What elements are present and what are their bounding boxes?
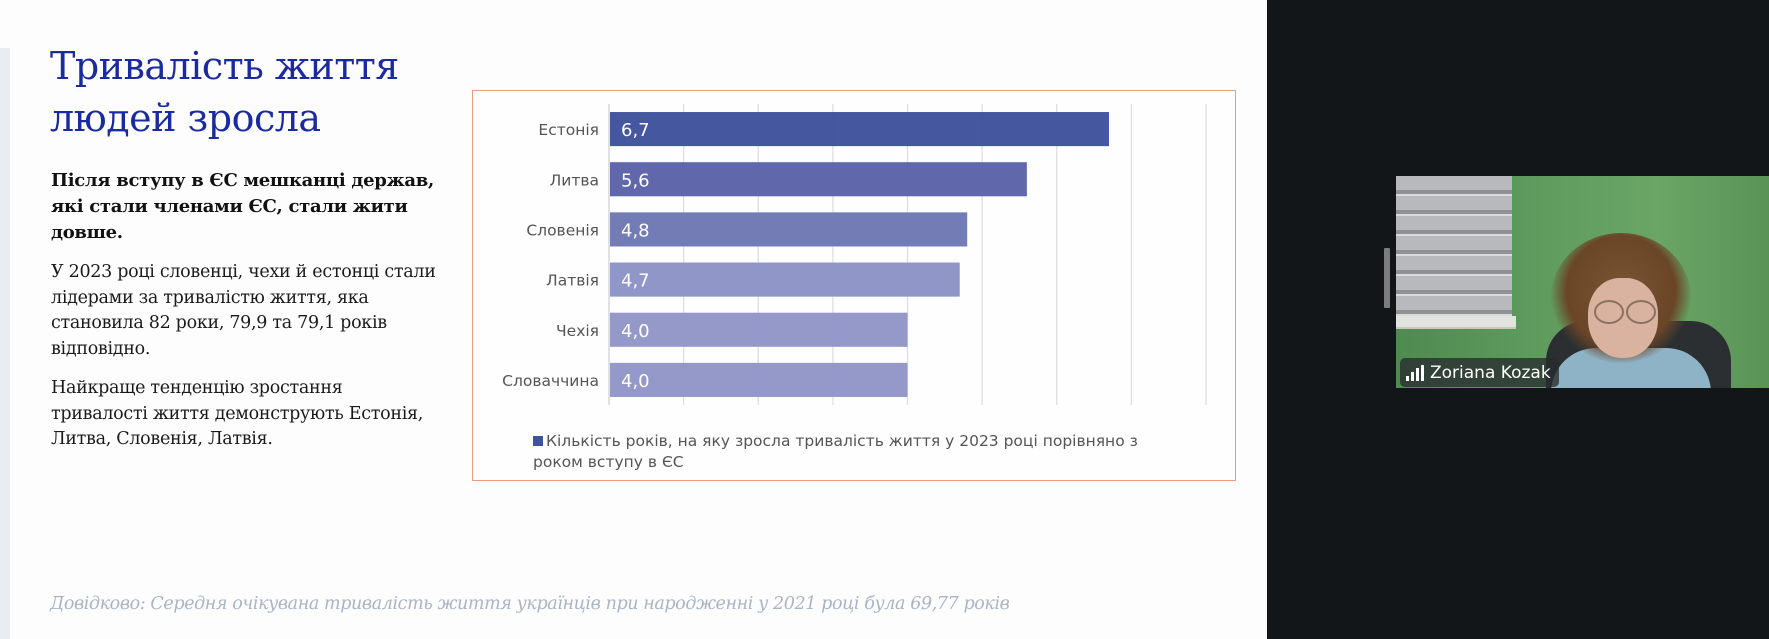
video-background-sill <box>1396 316 1516 329</box>
legend-entry: Кількість років, на яку зросла триваліст… <box>533 432 1138 471</box>
data-label: 4,0 <box>621 371 650 392</box>
slide-left-strip <box>0 48 10 639</box>
bar <box>610 362 908 397</box>
participant-name-tag: Zoriana Kozak <box>1400 358 1559 387</box>
data-label: 5,6 <box>621 170 650 191</box>
category-label: Словаччина <box>502 372 599 390</box>
data-label: 4,8 <box>621 220 650 241</box>
lead-paragraph: Після вступу в ЄС мешканці держав, які с… <box>51 170 434 243</box>
footnote: Довідково: Середня очікувана тривалість … <box>50 594 1010 614</box>
video-background-blinds <box>1396 176 1512 326</box>
slide-title: Тривалість життя людей зросла <box>50 44 399 140</box>
bar-chart: Естонія 6,7 Литва 5,6 Словенія 4,8 Латвія 4,7 Че… <box>502 104 1207 405</box>
data-label: 4,7 <box>621 271 650 292</box>
category-label: Естонія <box>538 121 599 139</box>
category-label: Чехія <box>556 322 599 340</box>
legend-swatch <box>533 436 543 446</box>
data-label: 6,7 <box>621 120 650 141</box>
bar <box>610 312 908 347</box>
bar <box>610 112 1109 147</box>
category-label: Литва <box>550 171 599 189</box>
panel-resize-handle[interactable] <box>1384 248 1390 308</box>
video-person-glasses <box>1592 300 1658 324</box>
presentation-slide: Тривалість життя людей зросла Після всту… <box>0 44 1236 639</box>
chart-legend: Кількість років, на яку зросла триваліст… <box>533 431 1183 473</box>
bar <box>610 212 968 247</box>
participant-name: Zoriana Kozak <box>1430 362 1551 383</box>
chart-container: Естонія 6,7 Литва 5,6 Словенія 4,8 Латвія 4,7 Че… <box>472 90 1236 481</box>
category-label: Словенія <box>526 221 599 239</box>
body-paragraph-1: У 2023 році словенці, чехи й естонці ста… <box>51 262 436 359</box>
participant-video-tile[interactable]: Zoriana Kozak <box>1396 176 1769 388</box>
category-label: Латвія <box>546 272 599 290</box>
data-label: 4,0 <box>621 321 650 342</box>
signal-bars-icon <box>1406 364 1424 381</box>
body-paragraph-2: Найкраще тенденцію зростання тривалості … <box>51 378 424 449</box>
bar <box>610 162 1027 197</box>
bar <box>610 262 960 297</box>
video-panel: Zoriana Kozak <box>1267 0 1769 639</box>
